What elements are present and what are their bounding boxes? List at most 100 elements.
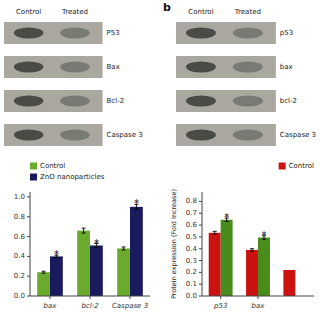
blot-strip (4, 124, 103, 146)
lane-header: Treated (61, 8, 88, 16)
bar (50, 256, 63, 296)
x-tick (50, 296, 51, 299)
y-tick (27, 276, 30, 277)
bar (221, 220, 233, 296)
y-tick-label: 0.2 (186, 268, 197, 276)
error-bar (122, 247, 126, 250)
y-tick-label: 0.0 (14, 292, 25, 300)
legend-label: Control (40, 162, 65, 170)
blot-band (60, 62, 90, 73)
lane-header: Treated (234, 8, 261, 16)
error-bar (213, 231, 217, 234)
x-tick (130, 296, 131, 299)
legend-swatch (279, 163, 286, 170)
y-tick-label: 0.6 (14, 233, 26, 241)
x-tick-label: Caspase 3 (112, 302, 148, 310)
blot-band (186, 62, 216, 73)
plot-area (209, 218, 296, 296)
lane-header: Control (16, 8, 41, 16)
legend-label: ZnO nanoparticles (40, 173, 105, 181)
bar (130, 207, 143, 296)
y-tick-label: 0.3 (186, 257, 197, 265)
band-label: Bcl-2 (107, 97, 125, 105)
y-axis-line (202, 192, 203, 296)
error-bar (250, 249, 254, 251)
bar-chart: **0.00.10.20.30.40.50.60.70.8p53baxProte… (170, 162, 314, 310)
x-tick-label: bax (44, 302, 58, 310)
blot-band (60, 28, 90, 39)
lane-header: Control (188, 8, 213, 16)
bar (246, 250, 258, 296)
blot-strip (176, 22, 276, 44)
blot-band (186, 96, 216, 107)
y-tick (27, 296, 30, 297)
y-tick (199, 260, 202, 261)
annotation: * (224, 212, 229, 223)
legend-swatch (30, 174, 37, 181)
x-tick (220, 296, 221, 299)
blot-band (14, 96, 44, 107)
y-tick-label: 1.0 (14, 193, 25, 201)
y-tick (27, 216, 30, 217)
annotation: * (261, 230, 266, 241)
blot-band (14, 62, 44, 73)
band-label: Caspase 3 (107, 131, 143, 139)
bar (37, 272, 50, 296)
y-tick-label: 0.4 (14, 252, 26, 260)
blot-band (60, 130, 90, 141)
band-label: Bax (107, 63, 120, 71)
annotation: * (54, 249, 59, 260)
plot-area (37, 204, 143, 296)
blot-band (14, 130, 44, 141)
blot-band (60, 96, 90, 107)
blot-band (14, 28, 44, 39)
blot-band (233, 28, 263, 39)
x-tick-label: p53 (213, 302, 227, 310)
blot-panel: Control Treated P53 Bax Bcl-2 Caspase 3 (4, 8, 143, 146)
figure: ControlTreatedP53BaxBcl-2Caspase 3bContr… (0, 0, 320, 320)
band-label: bcl-2 (280, 97, 297, 105)
y-axis-label: Protein expression (Fold Increase) (170, 189, 178, 299)
y-tick (27, 236, 30, 237)
blot-panel: bControlTreatedp53baxbcl-2Caspase 3 (163, 1, 316, 146)
y-axis-line (30, 192, 31, 296)
y-tick (199, 296, 202, 297)
blot-strip (176, 90, 276, 112)
annotation: * (94, 238, 99, 249)
bar (283, 270, 295, 296)
blot-band (186, 28, 216, 39)
y-tick-label: 0.6 (186, 221, 198, 229)
x-tick (90, 296, 91, 299)
band-label: bax (280, 63, 293, 71)
legend-label: Control (289, 162, 314, 170)
y-tick (199, 248, 202, 249)
x-tick-label: bax (252, 302, 266, 310)
band-label: p53 (280, 29, 293, 37)
y-tick-label: 0.8 (186, 197, 197, 205)
bar (90, 245, 103, 296)
y-tick (199, 272, 202, 273)
bar (117, 248, 130, 296)
band-label: Caspase 3 (280, 131, 316, 139)
y-tick (199, 236, 202, 237)
y-tick-label: 0.8 (14, 213, 25, 221)
y-tick-label: 0.1 (186, 280, 197, 288)
y-tick (199, 225, 202, 226)
blot-strip (4, 22, 103, 44)
y-tick-label: 0.2 (14, 272, 25, 280)
error-bar (42, 271, 46, 273)
bar-chart: ***0.00.20.40.60.81.0baxbcl-2Caspase 3Co… (14, 162, 150, 310)
y-tick (199, 201, 202, 202)
blot-band (186, 130, 216, 141)
annotation: * (134, 198, 139, 209)
x-tick (258, 296, 259, 299)
y-tick (27, 256, 30, 257)
legend-swatch (30, 163, 37, 170)
y-tick-label: 0.7 (186, 209, 197, 217)
band-label: P53 (107, 29, 120, 37)
blot-band (233, 96, 263, 107)
bar (77, 231, 90, 296)
y-tick (199, 284, 202, 285)
bar (258, 238, 270, 297)
y-tick (27, 196, 30, 197)
